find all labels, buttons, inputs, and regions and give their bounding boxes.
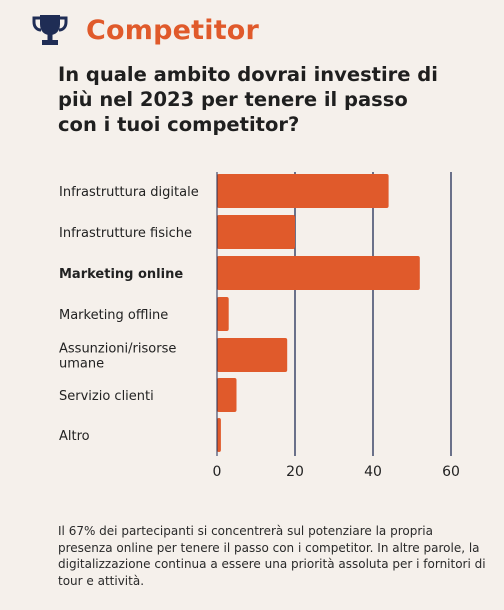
category-label: Marketing online [59,267,183,282]
caption-text: Il 67% dei partecipanti si concentrerà s… [58,524,486,588]
bar [217,418,221,452]
bar [217,215,295,249]
category-label: Infrastrutture fisiche [59,226,192,241]
bar [217,256,420,290]
tick-label: 0 [213,464,222,480]
category-label: Servizio clienti [59,389,154,404]
question-heading: In quale ambito dovrai investire di più … [58,63,438,136]
bar [217,174,389,208]
bar [217,378,237,412]
section-title: Competitor [86,14,260,46]
tick-label: 20 [286,464,304,480]
bar-chart: Infrastruttura digitale Infrastrutture fi… [59,172,460,480]
category-label: Altro [59,429,90,444]
bar [217,338,288,372]
header: Competitor [30,8,259,52]
tick-label: 60 [442,464,460,480]
tick-label: 40 [364,464,382,480]
category-label: Infrastruttura digitale [59,185,199,200]
trophy-icon [32,15,68,45]
category-label: Assunzioni/risorse umane [59,342,176,372]
category-label: Marketing offline [59,308,168,323]
bar [217,297,229,331]
